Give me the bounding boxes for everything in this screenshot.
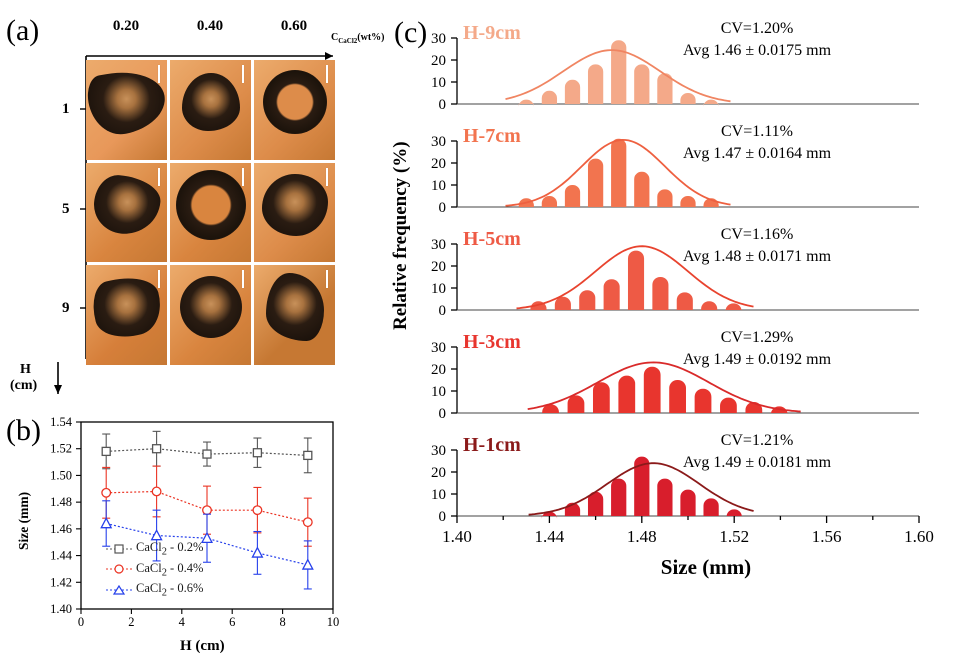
svg-text:1.44: 1.44 xyxy=(535,527,565,546)
svg-text:4: 4 xyxy=(179,615,186,629)
svg-text:10: 10 xyxy=(431,178,446,194)
svg-text:30: 30 xyxy=(431,237,446,253)
svg-text:1.46: 1.46 xyxy=(50,522,72,536)
svg-text:1.50: 1.50 xyxy=(50,468,72,482)
svg-text:30: 30 xyxy=(431,340,446,356)
svg-text:10: 10 xyxy=(327,615,340,629)
svg-text:10: 10 xyxy=(431,281,446,297)
svg-text:10: 10 xyxy=(431,75,446,91)
svg-text:2: 2 xyxy=(128,615,134,629)
svg-text:1.40: 1.40 xyxy=(50,602,72,616)
svg-text:0: 0 xyxy=(439,509,447,525)
svg-text:1.60: 1.60 xyxy=(904,527,934,546)
svg-text:0: 0 xyxy=(439,303,447,319)
svg-text:1.54: 1.54 xyxy=(50,415,73,429)
svg-text:1.48: 1.48 xyxy=(627,527,657,546)
svg-text:6: 6 xyxy=(229,615,235,629)
svg-text:0: 0 xyxy=(439,97,447,113)
svg-text:1.44: 1.44 xyxy=(50,549,73,563)
svg-text:1.52: 1.52 xyxy=(719,527,749,546)
svg-text:0: 0 xyxy=(78,615,84,629)
svg-text:0: 0 xyxy=(439,406,447,422)
svg-text:20: 20 xyxy=(431,362,446,378)
svg-text:10: 10 xyxy=(431,384,446,400)
svg-text:1.40: 1.40 xyxy=(442,527,472,546)
svg-text:0: 0 xyxy=(439,200,447,216)
svg-text:1.56: 1.56 xyxy=(812,527,842,546)
svg-text:10: 10 xyxy=(431,487,446,503)
svg-text:8: 8 xyxy=(279,615,285,629)
svg-text:30: 30 xyxy=(431,134,446,150)
svg-text:20: 20 xyxy=(431,156,446,172)
svg-text:1.48: 1.48 xyxy=(50,495,72,509)
svg-text:20: 20 xyxy=(431,53,446,69)
svg-text:1.42: 1.42 xyxy=(50,575,72,589)
svg-text:20: 20 xyxy=(431,259,446,275)
svg-text:30: 30 xyxy=(431,443,446,459)
svg-text:30: 30 xyxy=(431,31,446,47)
svg-text:20: 20 xyxy=(431,465,446,481)
svg-text:1.52: 1.52 xyxy=(50,442,72,456)
